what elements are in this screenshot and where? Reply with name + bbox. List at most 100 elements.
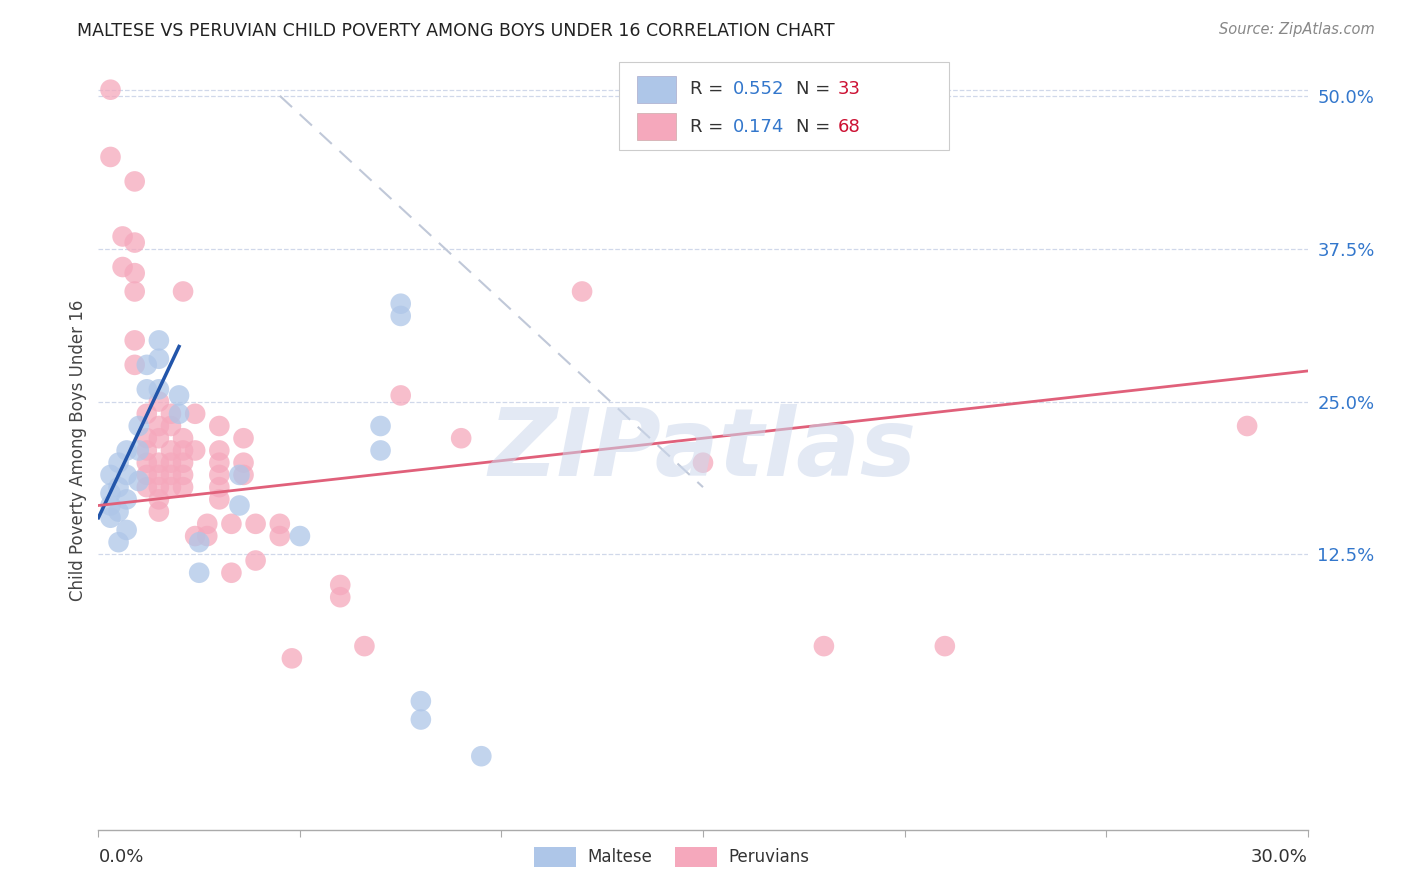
Point xyxy=(124,358,146,372)
Point xyxy=(195,529,218,543)
Point xyxy=(208,467,231,482)
Point xyxy=(160,407,183,421)
Point xyxy=(195,516,218,531)
Text: R =: R = xyxy=(690,118,730,136)
Point xyxy=(208,492,231,507)
Text: MALTESE VS PERUVIAN CHILD POVERTY AMONG BOYS UNDER 16 CORRELATION CHART: MALTESE VS PERUVIAN CHILD POVERTY AMONG … xyxy=(77,22,835,40)
Point xyxy=(450,431,472,445)
Text: 33: 33 xyxy=(838,80,860,98)
Point xyxy=(115,492,138,507)
Point xyxy=(135,431,157,445)
Point xyxy=(571,285,593,299)
Point xyxy=(128,419,150,434)
Point xyxy=(167,407,190,421)
Point xyxy=(100,150,122,164)
Point xyxy=(148,480,170,494)
Point xyxy=(172,456,194,470)
Point xyxy=(1236,419,1258,434)
Point xyxy=(100,83,122,97)
Point xyxy=(409,694,432,708)
Point xyxy=(160,419,183,434)
Point xyxy=(288,529,311,543)
Text: Maltese: Maltese xyxy=(588,848,652,866)
Point xyxy=(329,591,352,605)
Text: R =: R = xyxy=(690,80,730,98)
Point xyxy=(389,296,412,310)
Point xyxy=(148,334,170,348)
Point xyxy=(172,467,194,482)
Point xyxy=(160,467,183,482)
Point xyxy=(409,713,432,727)
Point xyxy=(115,443,138,458)
Point xyxy=(111,260,134,274)
Point xyxy=(184,407,207,421)
Point xyxy=(148,467,170,482)
Point xyxy=(167,388,190,402)
Point xyxy=(107,535,129,549)
Point xyxy=(135,467,157,482)
Text: N =: N = xyxy=(796,118,835,136)
Point xyxy=(124,266,146,280)
Point xyxy=(221,566,243,580)
Point xyxy=(148,382,170,396)
Point xyxy=(370,443,392,458)
Point xyxy=(228,499,250,513)
Point xyxy=(135,480,157,494)
Point xyxy=(370,419,392,434)
Point xyxy=(269,516,291,531)
Point xyxy=(115,467,138,482)
Text: 30.0%: 30.0% xyxy=(1251,848,1308,866)
Text: 0.174: 0.174 xyxy=(733,118,785,136)
Point xyxy=(100,486,122,500)
Y-axis label: Child Poverty Among Boys Under 16: Child Poverty Among Boys Under 16 xyxy=(69,300,87,601)
Point xyxy=(107,456,129,470)
Point xyxy=(813,639,835,653)
Point xyxy=(232,456,254,470)
Point xyxy=(124,235,146,250)
Text: Peruvians: Peruvians xyxy=(728,848,810,866)
Point xyxy=(100,467,122,482)
Text: 0.552: 0.552 xyxy=(733,80,785,98)
Point xyxy=(124,174,146,188)
Point xyxy=(160,456,183,470)
Point xyxy=(389,309,412,323)
Text: ZIPatlas: ZIPatlas xyxy=(489,404,917,497)
Point xyxy=(160,480,183,494)
Point xyxy=(172,431,194,445)
Point xyxy=(135,443,157,458)
Point xyxy=(128,443,150,458)
Point xyxy=(148,431,170,445)
Point xyxy=(148,419,170,434)
Point xyxy=(115,523,138,537)
Text: Source: ZipAtlas.com: Source: ZipAtlas.com xyxy=(1219,22,1375,37)
Point xyxy=(245,553,267,567)
Text: N =: N = xyxy=(796,80,835,98)
Point xyxy=(160,443,183,458)
Point xyxy=(208,443,231,458)
Point xyxy=(148,505,170,519)
Point xyxy=(107,480,129,494)
Point xyxy=(184,529,207,543)
Point xyxy=(135,407,157,421)
Point xyxy=(470,749,492,764)
Text: 0.0%: 0.0% xyxy=(98,848,143,866)
Point xyxy=(188,535,211,549)
Point xyxy=(148,351,170,366)
Point xyxy=(934,639,956,653)
Point xyxy=(100,510,122,524)
Point xyxy=(281,651,304,665)
Point xyxy=(353,639,375,653)
Point xyxy=(124,285,146,299)
Point xyxy=(692,456,714,470)
Point xyxy=(245,516,267,531)
Point xyxy=(111,229,134,244)
Point xyxy=(228,467,250,482)
Point xyxy=(232,467,254,482)
Point xyxy=(148,394,170,409)
Point xyxy=(100,499,122,513)
Point xyxy=(208,480,231,494)
Point xyxy=(128,474,150,488)
Point xyxy=(208,419,231,434)
Point xyxy=(172,480,194,494)
Point xyxy=(148,456,170,470)
